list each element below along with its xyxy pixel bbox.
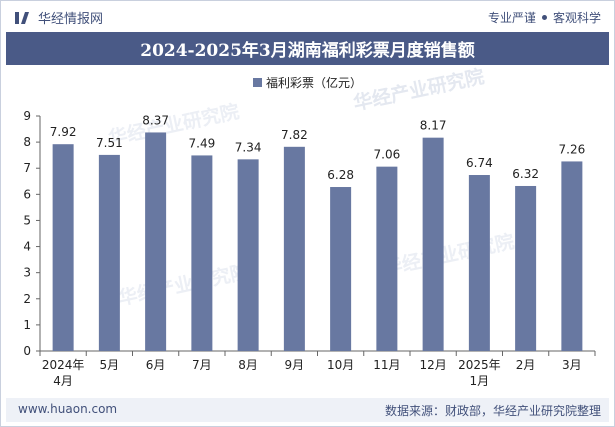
legend: 福利彩票（亿元） (0, 74, 615, 91)
y-tick-label: 5 (23, 213, 31, 227)
data-label: 8.17 (420, 119, 447, 133)
x-tick-label: 4月 (53, 374, 73, 388)
bar (98, 154, 120, 351)
x-tick-label: 12月 (419, 358, 446, 372)
bar (515, 185, 537, 351)
data-label: 7.92 (50, 125, 77, 139)
x-tick-label: 5月 (100, 358, 120, 372)
bar (283, 146, 305, 351)
data-label: 7.06 (374, 148, 401, 162)
slogan: 专业严谨 客观科学 (488, 9, 601, 26)
chart-title: 2024-2025年3月湖南福利彩票月度销售额 (6, 32, 609, 65)
y-tick-label: 8 (23, 135, 31, 149)
bar (52, 144, 74, 351)
watermark-text: 华经产业研究院 (381, 230, 516, 280)
x-tick-label: 3月 (562, 358, 582, 372)
data-label: 7.49 (189, 136, 216, 150)
data-label: 6.32 (512, 167, 539, 181)
y-tick-label: 3 (23, 266, 31, 280)
data-label: 7.51 (96, 136, 123, 150)
footer-source: 数据来源：财政部，华经产业研究院整理 (384, 404, 601, 418)
bar (561, 161, 583, 351)
x-tick-label: 2025年 (458, 358, 501, 372)
data-label: 6.28 (327, 168, 354, 182)
x-tick-label: 2月 (516, 358, 536, 372)
watermark-text: 华经产业研究院 (106, 100, 241, 150)
y-tick-label: 1 (23, 318, 31, 332)
footer-website: www.huaon.com (18, 402, 118, 416)
data-label: 6.74 (466, 156, 493, 170)
bar (237, 159, 259, 351)
legend-swatch (252, 78, 262, 87)
separator-dot-icon (541, 15, 547, 20)
y-tick-label: 6 (23, 187, 31, 201)
slogan-left: 专业严谨 (487, 11, 536, 25)
bar (191, 155, 213, 351)
bar (330, 187, 352, 351)
bar (376, 166, 398, 351)
x-tick-label: 7月 (192, 358, 212, 372)
top-bar: 华经情报网 专业严谨 客观科学 (0, 0, 615, 32)
bar (145, 132, 167, 351)
data-label: 7.26 (559, 142, 586, 156)
footer-bar: www.huaon.com 数据来源：财政部，华经产业研究院整理 (6, 398, 609, 422)
x-tick-label: 9月 (285, 358, 305, 372)
slogan-right: 客观科学 (552, 11, 601, 25)
y-tick-label: 4 (23, 240, 31, 254)
x-tick-label: 8月 (238, 358, 258, 372)
watermark-text: 华经产业研究院 (351, 65, 486, 115)
y-tick-label: 9 (23, 109, 31, 123)
bar (468, 175, 490, 351)
huajing-logo-icon (15, 11, 29, 24)
y-tick-label: 7 (23, 161, 31, 175)
x-tick-label: 1月 (470, 374, 490, 388)
brand-name: 华经情报网 (38, 12, 104, 27)
data-label: 7.82 (281, 128, 308, 142)
y-tick-label: 2 (23, 292, 31, 306)
bar (422, 137, 444, 351)
x-tick-label: 11月 (373, 358, 400, 372)
data-label: 7.34 (235, 140, 262, 154)
watermark-text: 华经产业研究院 (116, 260, 251, 310)
y-tick-label: 0 (23, 344, 31, 358)
brand: 华经情报网 (14, 8, 103, 27)
x-tick-label: 2024年 (42, 358, 85, 372)
legend-label: 福利彩票（亿元） (265, 76, 362, 90)
x-tick-label: 10月 (327, 358, 354, 372)
x-tick-label: 6月 (146, 358, 166, 372)
data-label: 8.37 (142, 113, 169, 127)
